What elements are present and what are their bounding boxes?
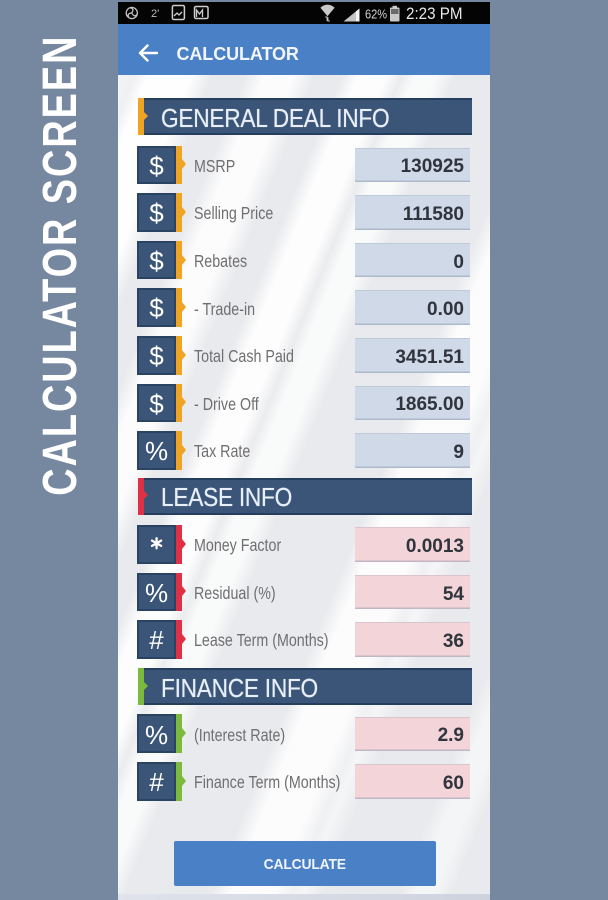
svg-text:2': 2' bbox=[151, 8, 159, 20]
svg-text:62%: 62% bbox=[365, 7, 387, 22]
